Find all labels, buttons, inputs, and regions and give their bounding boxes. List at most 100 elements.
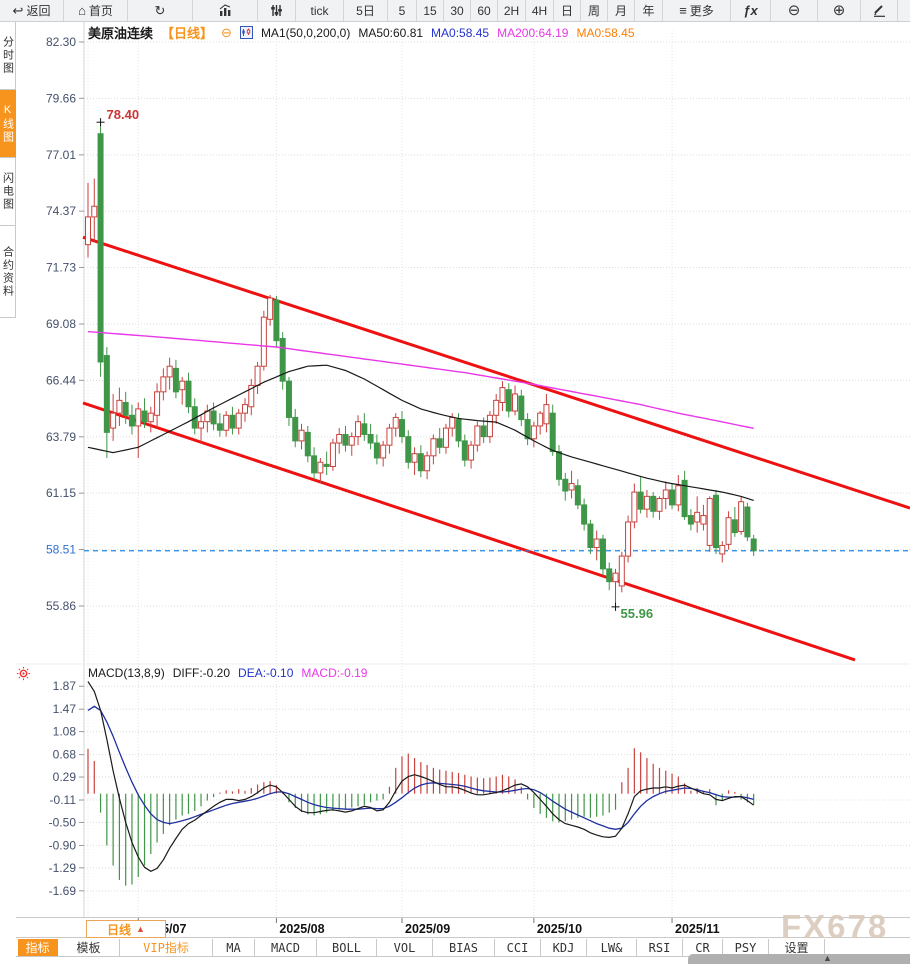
toolbar-button-4H[interactable]: 4H — [526, 0, 554, 21]
panel-collapse-handle[interactable]: ▲ — [688, 953, 910, 964]
time-axis-row — [0, 917, 910, 938]
toolbar-button-label: 月 — [614, 4, 627, 18]
toolbar-button-label: 年 — [642, 4, 655, 18]
toolbar-button-返回[interactable]: ↩ 返回 — [0, 0, 64, 21]
mini-chart-icon — [239, 26, 253, 39]
toolbar-button-更多[interactable]: ≡ 更多 — [663, 0, 731, 21]
period-selector[interactable]: 日线 ▲ — [86, 920, 166, 938]
indicator-tab-RSI[interactable]: RSI — [637, 939, 683, 956]
sidebar-tab-合约资料[interactable]: 合约资料 — [0, 226, 16, 318]
indicator-tab-MA[interactable]: MA — [213, 939, 255, 956]
toolbar-button-日[interactable]: 日 — [554, 0, 581, 21]
back-arrow-icon: ↩ — [12, 3, 24, 18]
indicator-tab-CR[interactable]: CR — [683, 939, 723, 956]
toolbar-button-sliders[interactable] — [258, 0, 296, 21]
svg-text:77.01: 77.01 — [46, 148, 76, 162]
legend-text: MA200:64.19 — [497, 25, 569, 40]
toolbar-button-refresh[interactable]: ↻ — [128, 0, 193, 21]
svg-text:78.40: 78.40 — [107, 107, 140, 122]
toolbar-button-label: 5日 — [356, 4, 375, 18]
triangle-up-icon: ▲ — [823, 953, 832, 963]
chart-type-sidebar: 分时图 K线图 闪电图 合约资料 — [0, 22, 16, 964]
legend-text: MA0:58.45 — [576, 25, 635, 40]
toolbar-button-年[interactable]: 年 — [635, 0, 663, 21]
indicator-tab-CCI[interactable]: CCI — [495, 939, 541, 956]
legend-text: 【日线】 — [161, 26, 214, 41]
indicator-tab-模板[interactable]: 模板 — [58, 939, 120, 956]
svg-text:1.87: 1.87 — [53, 679, 77, 693]
indicator-tab-BIAS[interactable]: BIAS — [433, 939, 495, 956]
legend-text: MA1(50,0,200,0) — [260, 25, 351, 40]
indicator-tab-MACD[interactable]: MACD — [255, 939, 317, 956]
indicator-tab-指标[interactable]: 指标 — [18, 939, 58, 956]
indicator-tab-设置[interactable]: 设置 — [769, 939, 825, 956]
toolbar-button-label: 更多 — [689, 4, 714, 18]
toolbar-button-周[interactable]: 周 — [581, 0, 608, 21]
refresh-icon: ↻ — [154, 3, 166, 18]
svg-text:79.66: 79.66 — [46, 91, 76, 105]
svg-text:-0.11: -0.11 — [50, 793, 77, 807]
toolbar-button-label: 15 — [423, 3, 437, 18]
sidebar-tab-分时图[interactable]: 分时图 — [0, 22, 16, 90]
macd-header: MACD(13,8,9) DIFF:-0.20 DEA:-0.10 MACD:-0.1… — [88, 666, 367, 680]
indicator-tab-PSY[interactable]: PSY — [723, 939, 769, 956]
annotation-layer: 78.40 55.96 — [96, 107, 653, 621]
svg-text:82.30: 82.30 — [46, 35, 76, 49]
svg-text:74.37: 74.37 — [46, 204, 76, 218]
top-toolbar: ↩ 返回 ⌂ 首页 ↻ tick 5日 5 15 30 60 2H 4H 日周月 年 ≡ 更多 ƒx ⊖ ⊕ — [0, 0, 910, 22]
macd-indicator-icon[interactable] — [16, 666, 31, 686]
zoom-in-icon: ⊕ — [832, 2, 846, 19]
sidebar-tab-K线图[interactable]: K线图 — [0, 90, 16, 158]
collapse-minus-icon: ⊖ — [221, 24, 232, 40]
toolbar-button-60[interactable]: 60 — [471, 0, 498, 21]
zoom-out-icon: ⊖ — [787, 2, 801, 19]
pencil-icon — [873, 5, 885, 17]
svg-text:0.29: 0.29 — [53, 770, 77, 784]
svg-text:69.08: 69.08 — [46, 317, 76, 331]
toolbar-button-label: 30 — [450, 3, 464, 18]
indicator-tab-VIP指标[interactable]: VIP指标 — [120, 939, 213, 956]
indicator-tab-KDJ[interactable]: KDJ — [541, 939, 587, 956]
toolbar-button-fx[interactable]: ƒx — [731, 0, 771, 21]
toolbar-button-首页[interactable]: ⌂ 首页 — [64, 0, 128, 21]
svg-text:71.73: 71.73 — [46, 260, 76, 274]
toolbar-button-月[interactable]: 月 — [608, 0, 635, 21]
legend-text: DIFF:-0.20 — [172, 666, 231, 680]
legend-text: MA50:60.81 — [358, 25, 424, 40]
indicator-tab-BOLL[interactable]: BOLL — [317, 939, 377, 956]
ma-layer — [87, 331, 754, 501]
toolbar-button-15[interactable]: 15 — [417, 0, 444, 21]
toolbar-button-zoom-out[interactable]: ⊖ — [771, 0, 818, 21]
toolbar-button-30[interactable]: 30 — [444, 0, 471, 21]
toolbar-button-2H[interactable]: 2H — [498, 0, 526, 21]
indicator-tab-LW&[interactable]: LW& — [587, 939, 637, 956]
triangle-up-icon: ▲ — [136, 923, 145, 934]
svg-text:1.08: 1.08 — [53, 725, 77, 739]
indicator-tab-VOL[interactable]: VOL — [377, 939, 433, 956]
sidebar-tab-闪电图[interactable]: 闪电图 — [0, 158, 16, 226]
toolbar-button-5[interactable]: 5 — [388, 0, 417, 21]
toolbar-button-zoom-in[interactable]: ⊕ — [818, 0, 861, 21]
svg-text:0.68: 0.68 — [53, 748, 77, 762]
candles-layer — [85, 125, 757, 604]
macd-layer — [87, 681, 755, 886]
toolbar-button-bar-chart[interactable] — [193, 0, 258, 21]
fx-icon: ƒx — [743, 3, 758, 18]
toolbar-button-label: 2H — [503, 3, 520, 18]
svg-text:1.47: 1.47 — [53, 702, 77, 716]
sliders-icon — [271, 5, 282, 16]
grid-layer — [0, 22, 910, 917]
svg-text:66.44: 66.44 — [46, 373, 76, 387]
toolbar-button-label: 5 — [398, 3, 406, 18]
svg-text:58.51: 58.51 — [46, 542, 76, 556]
bar-chart-icon — [219, 4, 230, 16]
toolbar-button-tick[interactable]: tick — [296, 0, 344, 21]
svg-text:-1.69: -1.69 — [49, 884, 77, 898]
toolbar-button-label: tick — [310, 3, 329, 18]
toolbar-button-pencil[interactable] — [861, 0, 898, 21]
toolbar-button-label: 周 — [587, 4, 600, 18]
toolbar-button-label: 60 — [477, 3, 491, 18]
toolbar-button-label: 首页 — [88, 4, 113, 18]
toolbar-button-5日[interactable]: 5日 — [344, 0, 388, 21]
